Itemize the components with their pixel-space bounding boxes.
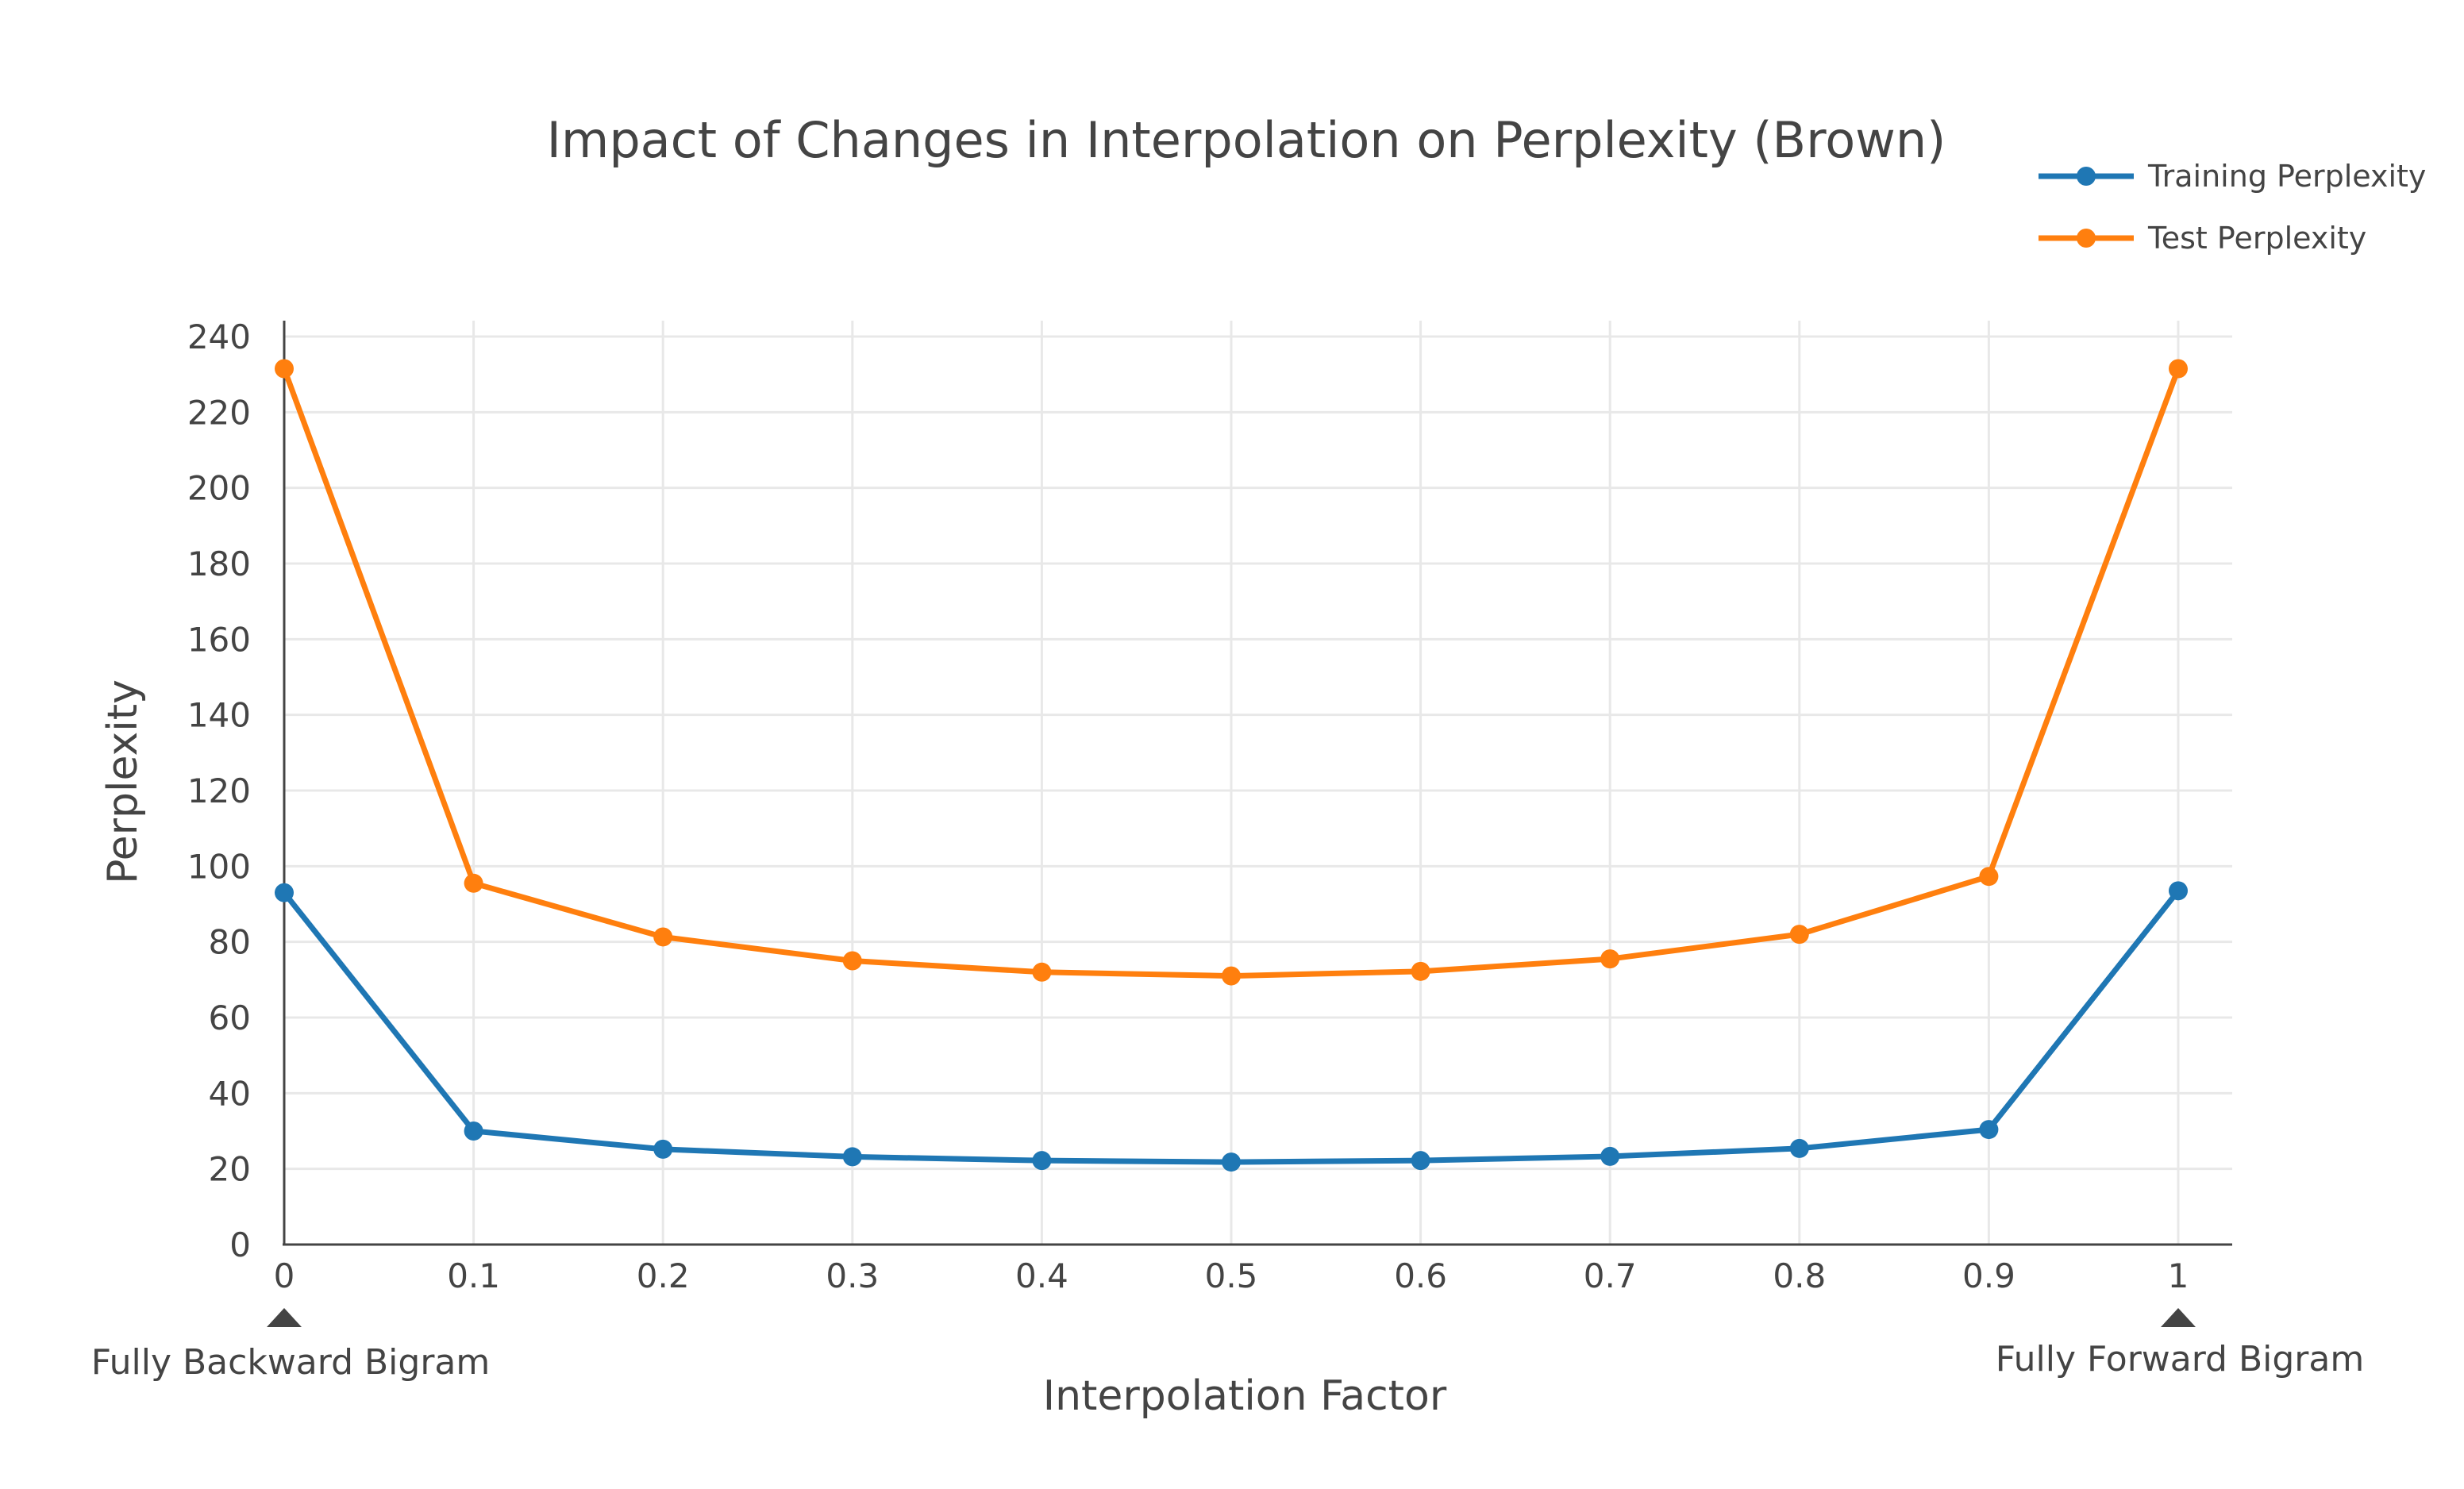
data-point: [1411, 961, 1430, 981]
y-tick-label: 120: [187, 771, 251, 810]
x-tick-label: 0.9: [1962, 1256, 2015, 1295]
y-tick-label: 0: [229, 1225, 251, 1264]
data-point: [464, 1122, 483, 1141]
x-tick-label: 0.1: [447, 1256, 500, 1295]
legend-label: Training Perplexity: [2147, 159, 2426, 194]
y-tick-label: 40: [209, 1074, 251, 1113]
annotation-arrow-icon: [2161, 1308, 2196, 1327]
y-axis-title: Perplexity: [99, 679, 147, 884]
data-point: [1222, 966, 1241, 986]
data-point: [275, 359, 294, 379]
y-tick-label: 140: [187, 696, 251, 735]
legend-item: Test Perplexity: [2039, 221, 2366, 256]
x-tick-label: 0.7: [1584, 1256, 1637, 1295]
x-tick-label: 1: [2168, 1256, 2189, 1295]
x-axis-title: Interpolation Factor: [1043, 1372, 1447, 1420]
data-point: [1600, 949, 1620, 969]
chart-title: Impact of Changes in Interpolation on Pe…: [547, 111, 1946, 169]
x-tick-label: 0.3: [826, 1256, 879, 1295]
legend: Training Perplexity Test Perplexity: [2039, 159, 2426, 256]
legend-label: Test Perplexity: [2147, 221, 2366, 256]
data-point: [1032, 962, 1052, 982]
data-point: [653, 1139, 673, 1159]
legend-marker: [2077, 167, 2096, 186]
data-point: [842, 951, 862, 971]
data-point: [1600, 1146, 1620, 1166]
annotation-arrow-icon: [267, 1308, 302, 1327]
annotation-layer: Fully Backward Bigram Fully Forward Bigra…: [91, 1308, 2364, 1383]
data-point: [464, 873, 483, 893]
x-tick-label: 0.2: [637, 1256, 690, 1295]
y-tick-label: 180: [187, 544, 251, 583]
y-tick-label: 160: [187, 620, 251, 659]
data-point: [1979, 867, 1999, 887]
axes-layer: [283, 321, 2232, 1246]
x-tick-label: 0.5: [1205, 1256, 1258, 1295]
data-point: [1222, 1152, 1241, 1172]
grid-layer: [284, 321, 2232, 1245]
x-tick-label: 0: [274, 1256, 295, 1295]
annotation-label: Fully Backward Bigram: [91, 1342, 491, 1383]
series-test-perplexity: [275, 359, 2188, 986]
y-tick-label: 200: [187, 469, 251, 508]
y-tick-label: 20: [209, 1150, 251, 1189]
data-point: [1789, 1138, 1809, 1158]
series-layer: [275, 359, 2188, 1172]
y-tick-label: 240: [187, 317, 251, 356]
data-point: [275, 883, 294, 902]
legend-item: Training Perplexity: [2039, 159, 2426, 194]
y-tick-label: 220: [187, 393, 251, 432]
data-point: [842, 1147, 862, 1167]
data-point: [1411, 1151, 1430, 1171]
y-tick-label: 100: [187, 847, 251, 886]
y-tick-label: 60: [209, 998, 251, 1037]
y-tick-label: 80: [209, 923, 251, 962]
legend-marker: [2077, 229, 2096, 248]
data-point: [1032, 1151, 1052, 1171]
annotation-label: Fully Forward Bigram: [1996, 1339, 2364, 1379]
series-training-perplexity: [275, 881, 2188, 1172]
x-tick-label: 0.4: [1015, 1256, 1068, 1295]
data-point: [653, 927, 673, 947]
x-tick-label: 0.6: [1394, 1256, 1447, 1295]
ticks-layer: 0 20 40 60 80 100 120 140 160 180 200 220 240 0 0.1 0.2…: [187, 317, 2189, 1295]
data-point: [1979, 1120, 1999, 1140]
x-tick-label: 0.8: [1773, 1256, 1826, 1295]
data-point: [1789, 925, 1809, 945]
data-point: [2169, 881, 2188, 901]
data-point: [2169, 359, 2188, 379]
